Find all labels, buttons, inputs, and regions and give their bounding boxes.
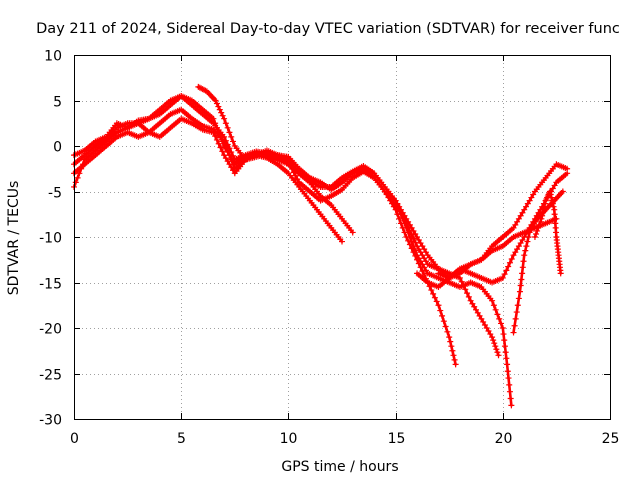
series-line — [383, 190, 500, 357]
y-tick-label: 0 — [53, 140, 62, 156]
y-tick-label: -30 — [39, 413, 62, 429]
x-axis-label: GPS time / hours — [281, 459, 398, 475]
series-track-5 — [195, 83, 459, 368]
series-track-8 — [435, 161, 571, 281]
y-tick-label: -20 — [39, 322, 62, 338]
series-line — [533, 190, 562, 275]
series-line — [72, 117, 569, 284]
series-track-10 — [531, 188, 564, 277]
x-tick-label: 20 — [495, 431, 513, 447]
y-tick-label: 10 — [44, 49, 62, 65]
series-track-3 — [71, 115, 571, 286]
data-series — [71, 83, 571, 409]
grid — [74, 55, 610, 419]
y-tick-label: -10 — [39, 231, 62, 247]
y-tick-label: 5 — [53, 95, 62, 111]
series-line — [197, 85, 457, 366]
x-tick-label: 10 — [280, 431, 298, 447]
y-axis-label: SDTVAR / TECUs — [6, 181, 22, 296]
series-track-1 — [71, 92, 345, 245]
x-tick-label: 15 — [388, 431, 406, 447]
series-line — [72, 94, 344, 243]
y-tick-label: -15 — [39, 277, 62, 293]
y-tick-label: -25 — [39, 368, 62, 384]
x-tick-label: 0 — [70, 431, 79, 447]
y-tick-label: -5 — [48, 186, 62, 202]
series-line — [72, 94, 513, 407]
axis-ticks: 0 5 10 15 20 25 -30 -25 -20 -15 -10 -5 0 5 10 — [39, 49, 619, 448]
x-tick-label: 5 — [177, 431, 186, 447]
series-track-4 — [71, 92, 515, 409]
series-markers — [71, 92, 515, 409]
series-line — [437, 162, 569, 280]
x-tick-label: 25 — [602, 431, 620, 447]
chart-title: Day 211 of 2024, Sidereal Day-to-day VTE… — [36, 21, 620, 37]
